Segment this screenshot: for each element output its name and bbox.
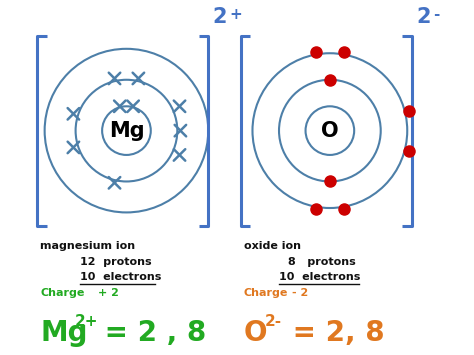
Text: + 2: + 2 [98, 288, 118, 297]
Text: -: - [433, 7, 439, 22]
Text: magnesium ion: magnesium ion [40, 241, 136, 251]
Text: 2-: 2- [264, 314, 282, 329]
Text: 8   protons: 8 protons [288, 257, 356, 267]
Text: O: O [244, 318, 267, 346]
Text: Mg: Mg [40, 318, 88, 346]
Text: 10  electrons: 10 electrons [80, 272, 161, 282]
Text: Charge: Charge [40, 288, 84, 297]
Text: oxide ion: oxide ion [244, 241, 301, 251]
Text: Charge: Charge [244, 288, 288, 297]
Text: 2: 2 [416, 7, 430, 27]
Text: 2+: 2+ [75, 314, 98, 329]
Text: Mg: Mg [109, 121, 144, 141]
Text: 12  protons: 12 protons [80, 257, 152, 267]
Text: 2: 2 [213, 7, 227, 27]
Text: 10  electrons: 10 electrons [279, 272, 360, 282]
Text: +: + [229, 7, 242, 22]
Text: = 2, 8: = 2, 8 [283, 318, 385, 346]
Text: O: O [321, 121, 339, 141]
Text: - 2: - 2 [292, 288, 309, 297]
Text: = 2 , 8: = 2 , 8 [95, 318, 207, 346]
